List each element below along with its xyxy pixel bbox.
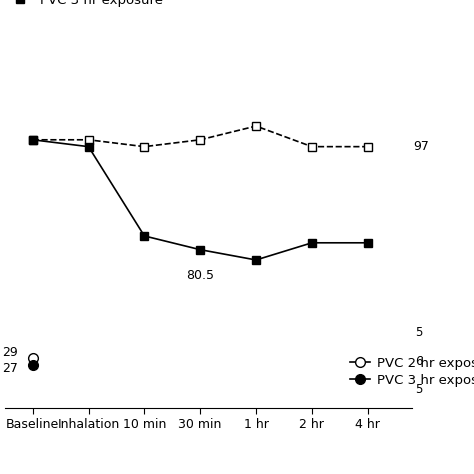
- Legend: PVC 2 hr exposure, PVC 3 hr exposure: PVC 2 hr exposure, PVC 3 hr exposure: [350, 356, 474, 387]
- Text: 80.5: 80.5: [186, 269, 214, 282]
- Text: 97: 97: [413, 140, 429, 153]
- Text: 5: 5: [415, 327, 422, 339]
- Text: 5: 5: [415, 383, 422, 396]
- Legend: PVC 2 hr exposure, PVC 3 hr exposure: PVC 2 hr exposure, PVC 3 hr exposure: [7, 0, 163, 7]
- Text: 29: 29: [2, 346, 18, 359]
- Text: 6: 6: [415, 355, 423, 368]
- Text: 27: 27: [2, 362, 18, 375]
